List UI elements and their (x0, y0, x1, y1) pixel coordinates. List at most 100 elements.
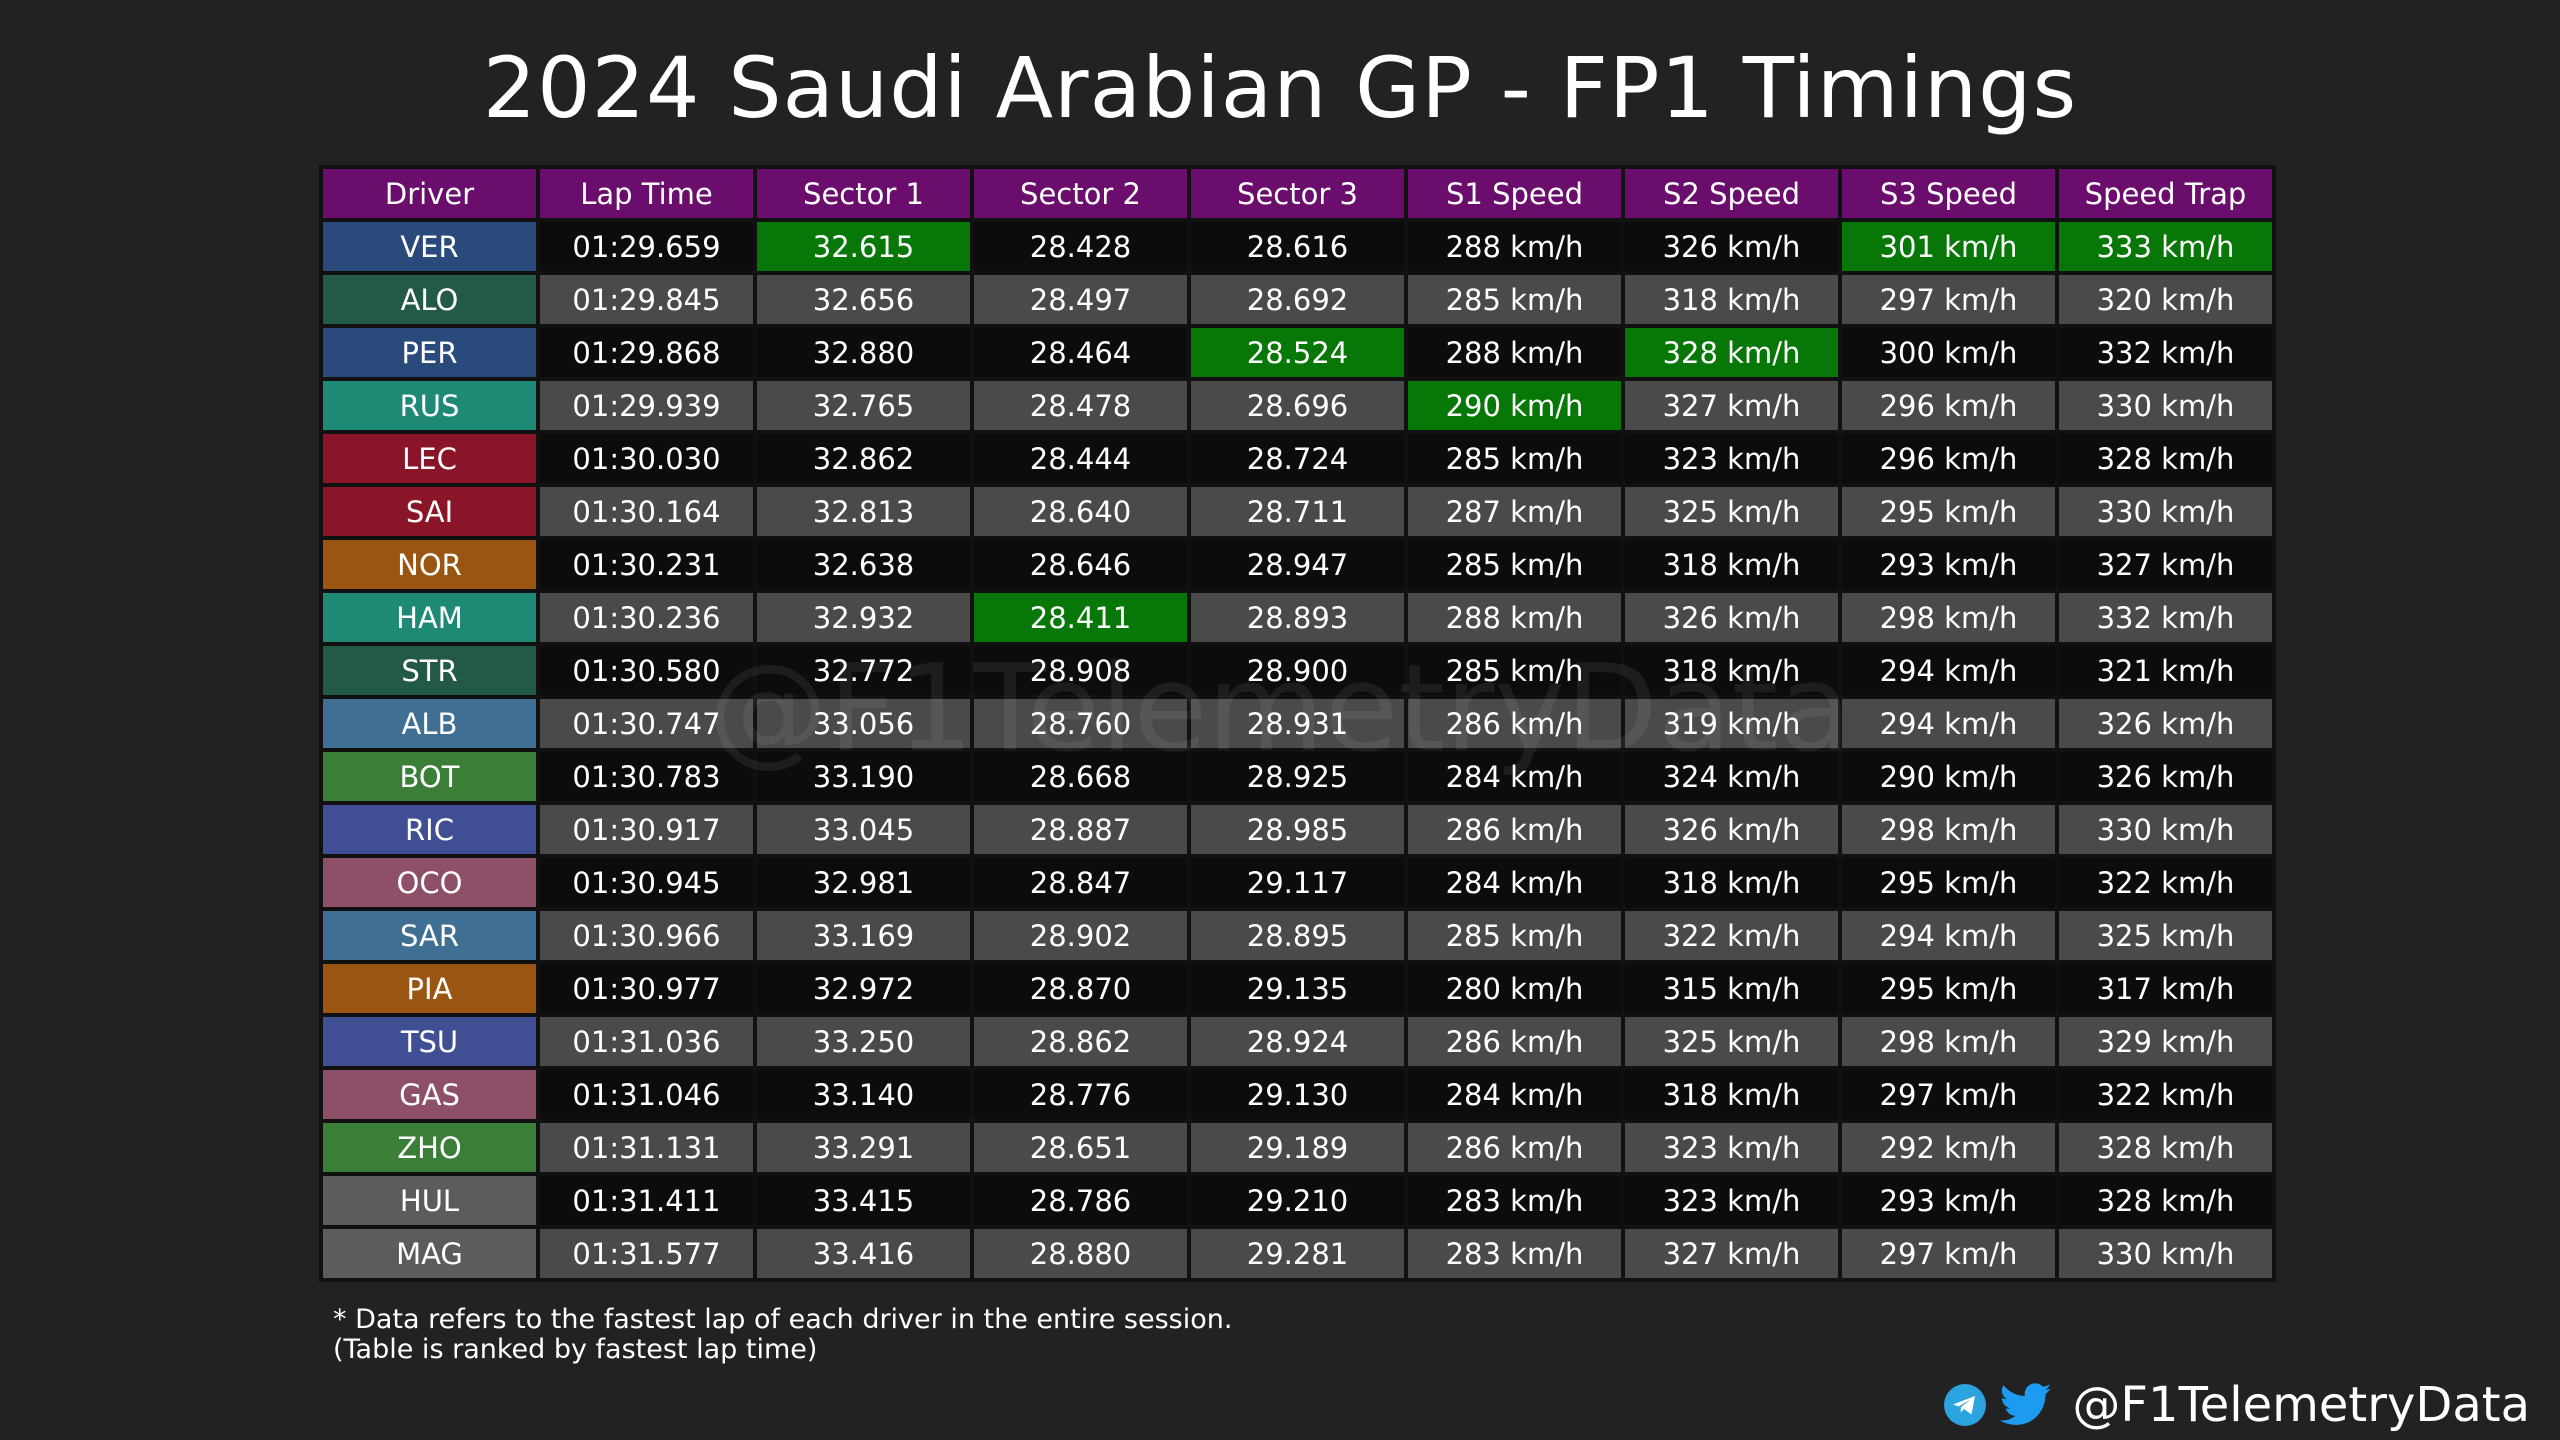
table-cell: 328 km/h (2059, 1176, 2272, 1225)
table-cell: 327 km/h (1625, 1229, 1838, 1278)
table-cell: 28.924 (1191, 1017, 1404, 1066)
table-cell: 293 km/h (1842, 1176, 2055, 1225)
table-cell: 319 km/h (1625, 699, 1838, 748)
table-cell: 280 km/h (1408, 964, 1621, 1013)
driver-cell: MAG (323, 1229, 536, 1278)
table-cell: 28.908 (974, 646, 1187, 695)
table-cell: 01:30.580 (540, 646, 753, 695)
table-cell: 28.893 (1191, 593, 1404, 642)
table-cell: 32.981 (757, 858, 970, 907)
table-cell: 28.428 (974, 222, 1187, 271)
table-cell: 318 km/h (1625, 646, 1838, 695)
table-cell: 298 km/h (1842, 1017, 2055, 1066)
table-cell: 28.870 (974, 964, 1187, 1013)
table-row: PER 01:29.868 32.880 28.464 28.524 288 km/h 32… (323, 328, 2272, 377)
table-cell: 317 km/h (2059, 964, 2272, 1013)
table-cell: 33.140 (757, 1070, 970, 1119)
table-cell: 28.862 (974, 1017, 1187, 1066)
table-cell: 288 km/h (1408, 222, 1621, 271)
table-cell: 33.250 (757, 1017, 970, 1066)
driver-cell: GAS (323, 1070, 536, 1119)
driver-cell: ALO (323, 275, 536, 324)
table-cell: 325 km/h (1625, 1017, 1838, 1066)
footnote: * Data refers to the fastest lap of each… (333, 1305, 1232, 1365)
table-cell: 32.765 (757, 381, 970, 430)
table-cell: 330 km/h (2059, 381, 2272, 430)
table-row: HUL 01:31.411 33.415 28.786 29.210 283 km/h 32… (323, 1176, 2272, 1225)
table-row: SAR 01:30.966 33.169 28.902 28.895 285 km/h 32… (323, 911, 2272, 960)
table-cell: 300 km/h (1842, 328, 2055, 377)
driver-cell: VER (323, 222, 536, 271)
footnote-line-2: (Table is ranked by fastest lap time) (333, 1334, 818, 1365)
table-cell: 28.760 (974, 699, 1187, 748)
table-cell: 297 km/h (1842, 275, 2055, 324)
table-cell: 295 km/h (1842, 964, 2055, 1013)
table-cell: 01:29.659 (540, 222, 753, 271)
table-row: GAS 01:31.046 33.140 28.776 29.130 284 km/h 31… (323, 1070, 2272, 1119)
table-cell: 297 km/h (1842, 1070, 2055, 1119)
table-cell: 318 km/h (1625, 1070, 1838, 1119)
table-cell: 329 km/h (2059, 1017, 2272, 1066)
table-cell: 28.646 (974, 540, 1187, 589)
table-cell: 01:30.966 (540, 911, 753, 960)
driver-cell: HUL (323, 1176, 536, 1225)
table-cell: 01:30.747 (540, 699, 753, 748)
table-cell: 33.190 (757, 752, 970, 801)
table-cell: 284 km/h (1408, 752, 1621, 801)
telegram-icon[interactable] (1944, 1384, 1987, 1426)
table-cell: 32.656 (757, 275, 970, 324)
twitter-icon[interactable] (2000, 1383, 2052, 1427)
driver-cell: ZHO (323, 1123, 536, 1172)
table-cell: 288 km/h (1408, 328, 1621, 377)
column-header: Lap Time (540, 169, 753, 218)
table-cell: 284 km/h (1408, 858, 1621, 907)
table-cell: 285 km/h (1408, 911, 1621, 960)
table-cell: 28.776 (974, 1070, 1187, 1119)
table-cell: 28.724 (1191, 434, 1404, 483)
table-cell: 330 km/h (2059, 805, 2272, 854)
table-cell: 293 km/h (1842, 540, 2055, 589)
table-row: VER 01:29.659 32.615 28.428 28.616 288 km/h 32… (323, 222, 2272, 271)
driver-cell: TSU (323, 1017, 536, 1066)
table-cell: 28.931 (1191, 699, 1404, 748)
table-cell: 01:29.939 (540, 381, 753, 430)
table-row: OCO 01:30.945 32.981 28.847 29.117 284 km/h 31… (323, 858, 2272, 907)
table-cell: 28.711 (1191, 487, 1404, 536)
table-row: ALO 01:29.845 32.656 28.497 28.692 285 km/h 31… (323, 275, 2272, 324)
column-header: Speed Trap (2059, 169, 2272, 218)
table-cell: 01:30.977 (540, 964, 753, 1013)
column-header: Driver (323, 169, 536, 218)
table-cell: 330 km/h (2059, 487, 2272, 536)
table-row: LEC 01:30.030 32.862 28.444 28.724 285 km/h 32… (323, 434, 2272, 483)
table-cell: 28.696 (1191, 381, 1404, 430)
table-cell: 28.497 (974, 275, 1187, 324)
table-cell: 292 km/h (1842, 1123, 2055, 1172)
table-cell: 290 km/h (1842, 752, 2055, 801)
table-cell: 326 km/h (2059, 752, 2272, 801)
table-cell: 28.524 (1191, 328, 1404, 377)
table-cell: 290 km/h (1408, 381, 1621, 430)
table-cell: 28.640 (974, 487, 1187, 536)
table-cell: 325 km/h (1625, 487, 1838, 536)
table-cell: 327 km/h (1625, 381, 1838, 430)
footnote-line-1: * Data refers to the fastest lap of each… (333, 1304, 1233, 1335)
table-cell: 32.638 (757, 540, 970, 589)
table-cell: 326 km/h (1625, 593, 1838, 642)
table-cell: 28.895 (1191, 911, 1404, 960)
social-footer: @F1TelemetryData (1944, 1375, 2530, 1435)
table-cell: 296 km/h (1842, 381, 2055, 430)
table-cell: 28.902 (974, 911, 1187, 960)
table-cell: 01:30.783 (540, 752, 753, 801)
table-cell: 286 km/h (1408, 699, 1621, 748)
table-row: SAI 01:30.164 32.813 28.640 28.711 287 km/h 32… (323, 487, 2272, 536)
table-cell: 333 km/h (2059, 222, 2272, 271)
table-cell: 29.210 (1191, 1176, 1404, 1225)
table-cell: 28.464 (974, 328, 1187, 377)
table-cell: 29.281 (1191, 1229, 1404, 1278)
table-cell: 322 km/h (2059, 858, 2272, 907)
table-cell: 294 km/h (1842, 699, 2055, 748)
table-cell: 321 km/h (2059, 646, 2272, 695)
table-cell: 318 km/h (1625, 858, 1838, 907)
table-cell: 01:30.164 (540, 487, 753, 536)
column-header: Sector 1 (757, 169, 970, 218)
